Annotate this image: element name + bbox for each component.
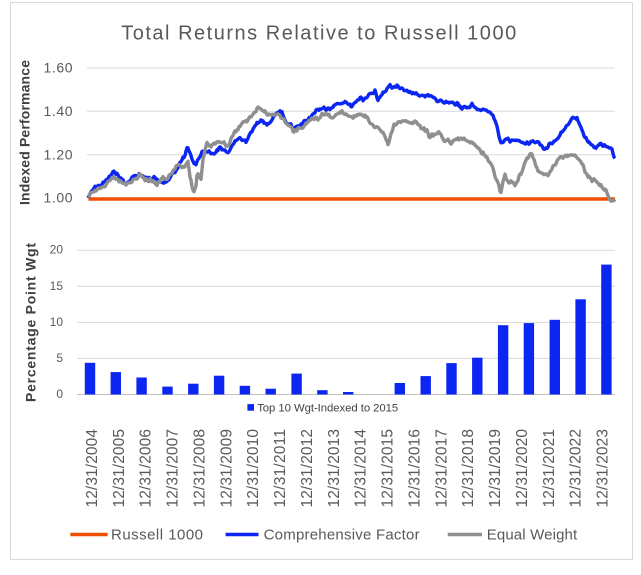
svg-text:Equal Weight: Equal Weight: [487, 527, 578, 544]
svg-text:15: 15: [50, 279, 64, 293]
svg-text:12/31/2014: 12/31/2014: [353, 429, 370, 508]
svg-text:12/31/2005: 12/31/2005: [111, 429, 128, 508]
svg-text:12/31/2004: 12/31/2004: [84, 429, 101, 508]
svg-text:12/31/2009: 12/31/2009: [218, 429, 235, 508]
svg-text:12/31/2022: 12/31/2022: [568, 429, 585, 508]
svg-text:12/31/2010: 12/31/2010: [245, 429, 262, 508]
svg-text:1.60: 1.60: [44, 60, 73, 76]
svg-text:Top 10 Wgt-Indexed to 2015: Top 10 Wgt-Indexed to 2015: [257, 403, 398, 415]
svg-text:Percentage Point Wgt: Percentage Point Wgt: [23, 243, 39, 402]
svg-text:12/31/2012: 12/31/2012: [299, 429, 316, 508]
svg-text:0: 0: [56, 387, 63, 401]
svg-text:12/31/2007: 12/31/2007: [165, 429, 182, 508]
svg-text:10: 10: [50, 315, 64, 329]
svg-text:12/31/2021: 12/31/2021: [541, 429, 558, 508]
svg-text:Russell 1000: Russell 1000: [111, 527, 203, 544]
svg-text:5: 5: [56, 351, 63, 365]
svg-text:12/31/2018: 12/31/2018: [460, 429, 477, 508]
svg-text:Comprehensive Factor: Comprehensive Factor: [264, 527, 420, 544]
svg-text:12/31/2017: 12/31/2017: [433, 429, 450, 508]
svg-text:1.20: 1.20: [44, 146, 73, 162]
svg-text:12/31/2020: 12/31/2020: [514, 429, 531, 508]
svg-text:20: 20: [50, 243, 64, 257]
svg-text:12/31/2015: 12/31/2015: [380, 429, 397, 508]
svg-text:12/31/2016: 12/31/2016: [407, 429, 424, 508]
svg-text:1.40: 1.40: [44, 103, 73, 119]
svg-text:Indexed Performance: Indexed Performance: [17, 60, 33, 205]
svg-text:12/31/2023: 12/31/2023: [595, 429, 612, 508]
svg-text:12/31/2008: 12/31/2008: [191, 429, 208, 508]
svg-text:12/31/2011: 12/31/2011: [272, 429, 289, 508]
svg-text:1.00: 1.00: [44, 190, 73, 206]
svg-text:12/31/2013: 12/31/2013: [326, 429, 343, 508]
svg-text:12/31/2006: 12/31/2006: [138, 429, 155, 508]
svg-text:12/31/2019: 12/31/2019: [487, 429, 504, 508]
